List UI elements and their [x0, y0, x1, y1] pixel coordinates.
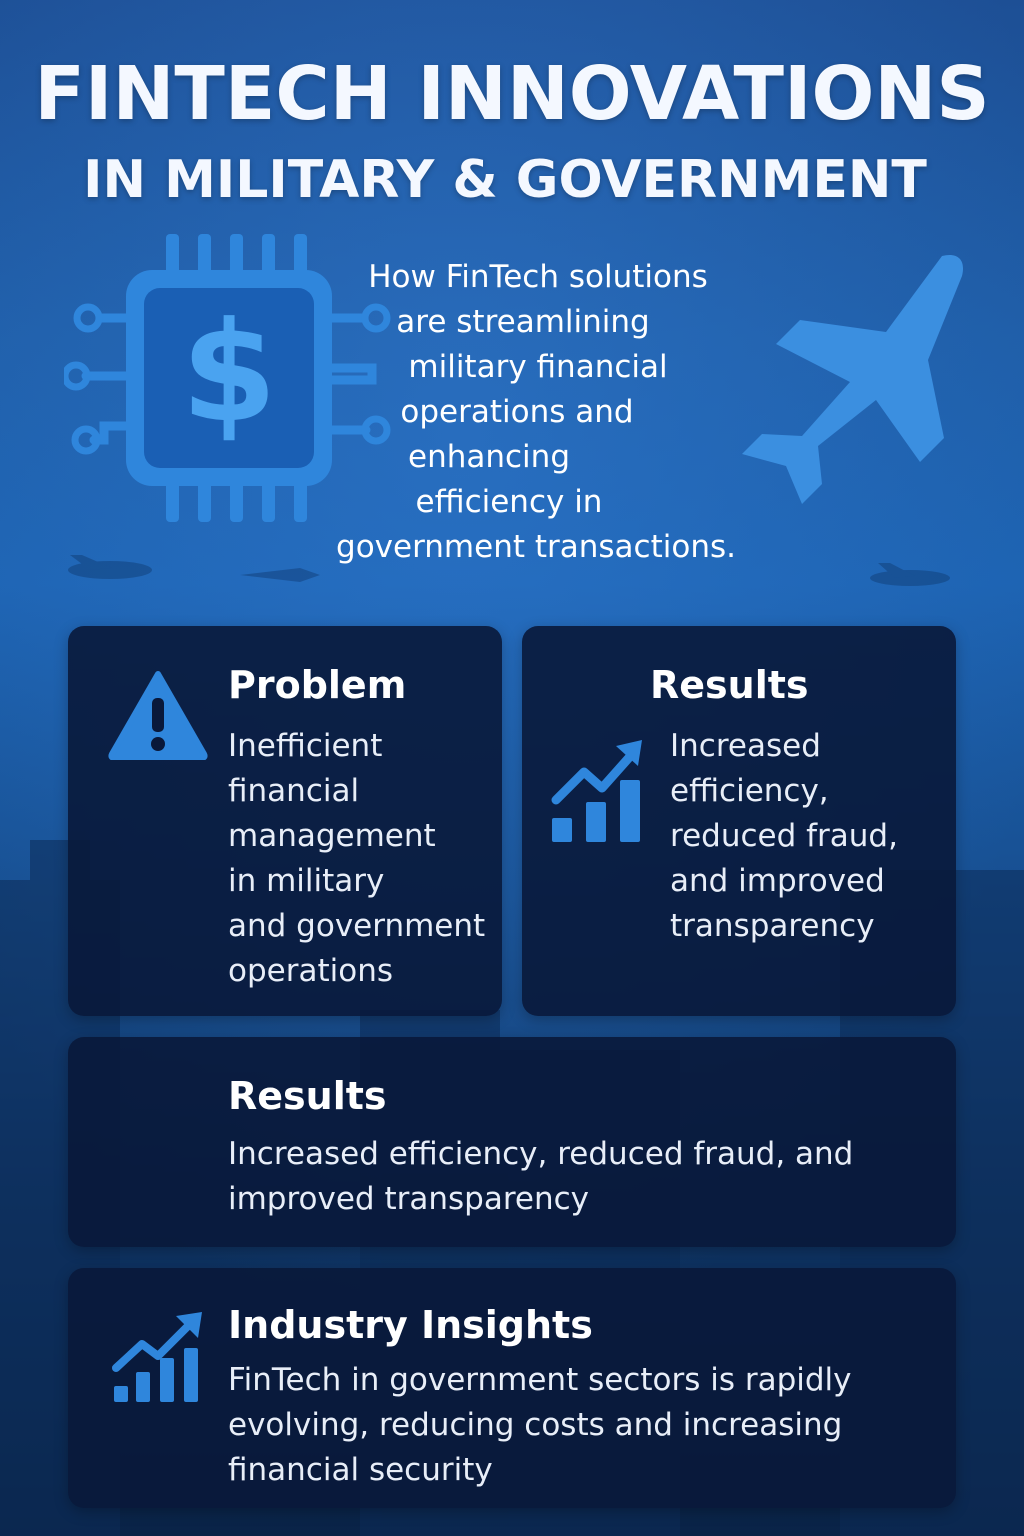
results-wide-card: Results Increased efficiency, reduced fr…	[68, 1037, 956, 1247]
insights-line: financial security	[228, 1452, 493, 1488]
results-wide-text: Increased efficiency, reduced fraud, and…	[228, 1132, 853, 1222]
problem-title: Problem	[228, 663, 407, 707]
svg-text:$: $	[181, 292, 277, 453]
results-wide-line: improved transparency	[228, 1181, 590, 1217]
problem-line: and government	[228, 908, 486, 944]
dollar-chip-icon: $	[64, 234, 391, 522]
insights-line: FinTech in government sectors is rapidly	[228, 1362, 852, 1398]
results-text: Increased efficiency, reduced fraud, and…	[670, 724, 898, 949]
problem-line: financial	[228, 773, 360, 809]
problem-card: Problem Inefficient financial management…	[68, 626, 502, 1016]
problem-text: Inefficient financial management in mili…	[228, 724, 485, 994]
intro-line: efficiency in	[415, 484, 603, 520]
intro-line: enhancing	[408, 439, 570, 475]
results-wide-line: Increased efficiency, reduced fraud, and	[228, 1136, 854, 1172]
results-line: reduced fraud,	[670, 818, 898, 854]
results-line: Increased	[670, 728, 821, 764]
intro-line: military financial	[408, 349, 668, 385]
results-title: Results	[650, 663, 809, 707]
problem-line: management	[228, 818, 436, 854]
problem-line: in military	[228, 863, 385, 899]
results-card: Results Increased efficiency, reduced fr…	[522, 626, 956, 1016]
results-wide-title: Results	[228, 1074, 387, 1118]
intro-line: government transactions.	[336, 529, 736, 565]
intro-text: How FinTech solutions are streamlining m…	[330, 255, 760, 570]
results-line: transparency	[670, 908, 875, 944]
insights-text: FinTech in government sectors is rapidly…	[228, 1358, 852, 1493]
insights-title: Industry Insights	[228, 1303, 593, 1347]
industry-insights-card: Industry Insights FinTech in government …	[68, 1268, 956, 1508]
intro-line: operations and	[400, 394, 634, 430]
results-line: efficiency,	[670, 773, 829, 809]
problem-line: Inefficient	[228, 728, 383, 764]
page-subtitle: IN MILITARY & GOVERNMENT	[83, 150, 927, 210]
intro-line: are streamlining	[396, 304, 650, 340]
bar-chart-growth-icon	[551, 740, 642, 842]
results-line: and improved	[670, 863, 885, 899]
warning-icon	[108, 671, 208, 760]
insights-line: evolving, reducing costs and increasing	[228, 1407, 843, 1443]
page-title: FINTECH INNOVATIONS	[34, 51, 990, 137]
intro-line: How FinTech solutions	[368, 259, 708, 295]
problem-line: operations	[228, 953, 393, 989]
bar-chart-growth-icon	[112, 1312, 202, 1402]
airplane-icon	[742, 254, 964, 504]
